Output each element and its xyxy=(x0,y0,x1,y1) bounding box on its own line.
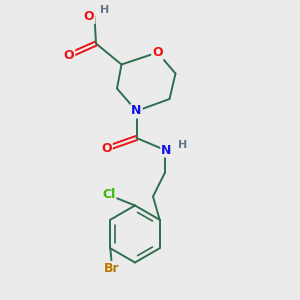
Text: O: O xyxy=(101,142,112,155)
Text: N: N xyxy=(161,143,172,157)
Text: O: O xyxy=(64,49,74,62)
Text: H: H xyxy=(100,5,109,15)
Text: N: N xyxy=(131,104,142,118)
Text: Br: Br xyxy=(104,262,120,275)
Text: Cl: Cl xyxy=(102,188,116,202)
Text: O: O xyxy=(152,46,163,59)
Text: O: O xyxy=(84,10,94,23)
Text: H: H xyxy=(178,140,187,150)
